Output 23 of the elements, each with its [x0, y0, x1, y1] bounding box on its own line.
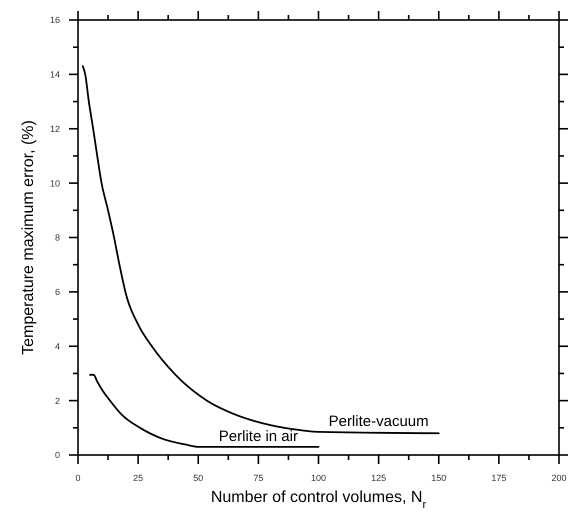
line-series	[89, 374, 320, 448]
x-tick-label: 150	[431, 473, 446, 483]
y-tick-label: 16	[50, 15, 60, 26]
y-tick-label: 14	[50, 70, 60, 80]
y-tick-label: 0	[54, 450, 60, 460]
x-tick-label: 175	[491, 473, 506, 483]
y-tick-label: 8	[54, 232, 60, 243]
y-tick-label: 6	[54, 287, 60, 298]
series-label: Perlite-vacuum	[328, 412, 429, 430]
x-axis-title: Number of control volumes, N$_{r}$	[210, 489, 426, 511]
y-tick-label: 12	[50, 124, 60, 134]
x-tick-label: 50	[193, 473, 204, 483]
x-tick-label: 75	[253, 473, 264, 483]
series-label: Perlite in air	[218, 428, 298, 445]
x-tick-label: 200	[551, 473, 567, 483]
y-axis-title: Temperature maximum error, (%)	[20, 120, 37, 355]
x-tick-label: 100	[310, 473, 326, 483]
y-tick-label: 10	[50, 178, 60, 188]
y-tick-label: 4	[54, 341, 60, 352]
x-tick-label: 125	[371, 473, 386, 483]
y-tick-label: 2	[54, 396, 60, 406]
x-tick-label: 25	[133, 473, 144, 483]
x-tick-label: 0	[75, 473, 81, 483]
